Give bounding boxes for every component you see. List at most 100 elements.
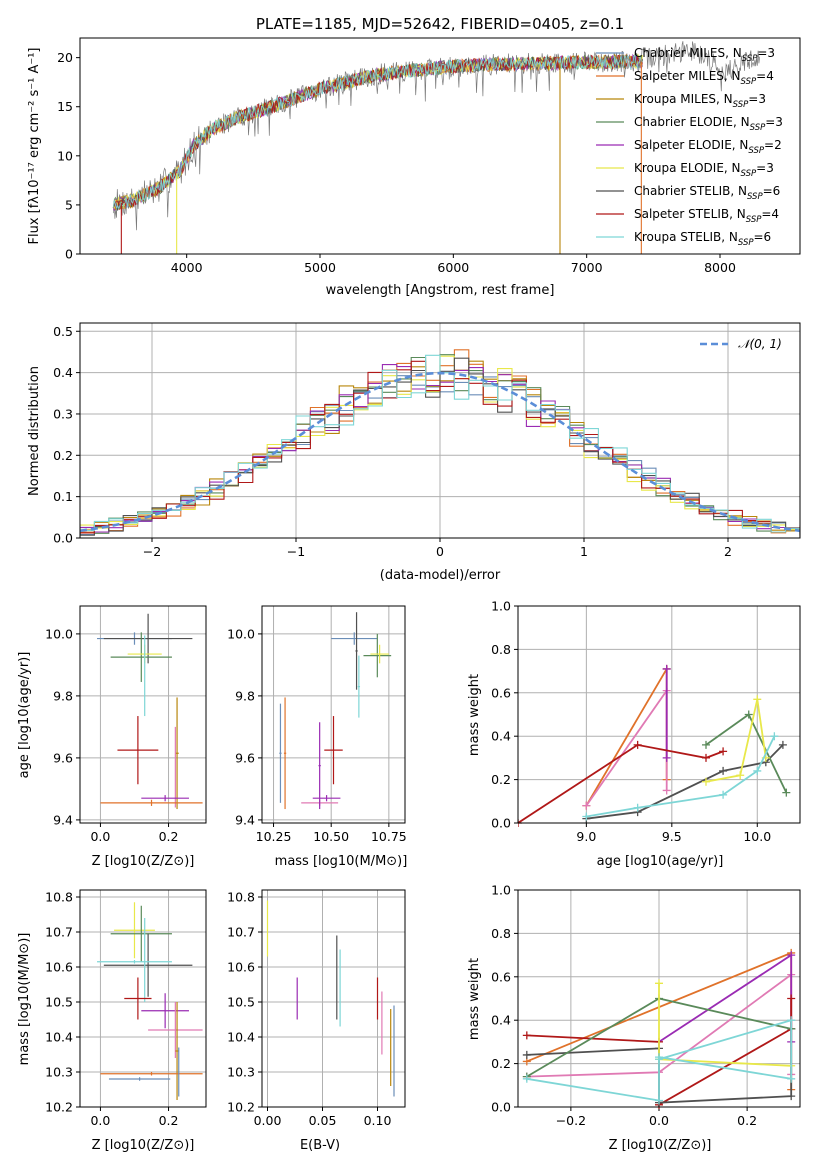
x-tick-label: 0.10 bbox=[364, 1113, 392, 1128]
weight-marker bbox=[753, 766, 762, 775]
weight-line bbox=[705, 699, 767, 783]
histogram-ylabel: Normed distribution bbox=[27, 366, 42, 496]
legend-label-sub: SSP bbox=[738, 238, 754, 248]
legend-label: Salpeter ELODIE, NSSP=2 bbox=[634, 138, 782, 156]
spectrum-ylabel: Flux [fλ10⁻¹⁷ erg cm⁻² s⁻¹ A⁻¹] bbox=[27, 48, 42, 245]
y-tick-label: 0.0 bbox=[491, 1100, 511, 1115]
y-tick-label: 10.8 bbox=[45, 890, 73, 905]
y-tick-label: 10.5 bbox=[227, 995, 255, 1010]
legend-label: Kroupa ELODIE, NSSP=3 bbox=[634, 161, 774, 179]
y-tick-label: 0.4 bbox=[491, 729, 511, 744]
weight-marker bbox=[782, 788, 791, 797]
x-tick-label: 4000 bbox=[171, 260, 203, 275]
y-tick-label: 9.8 bbox=[53, 688, 73, 703]
age-mass-xlabel: mass [log10(M/M⊙)] bbox=[275, 854, 408, 869]
x-tick-label: 0.2 bbox=[159, 829, 179, 844]
errorbar-points bbox=[279, 612, 392, 810]
spectrum-panel: PLATE=1185, MJD=52642, FIBERID=0405, z=0… bbox=[27, 15, 801, 298]
x-tick-label: 10.75 bbox=[371, 829, 407, 844]
weight-marker bbox=[787, 1016, 796, 1025]
mass-z-xlabel: Z [log10(Z/Z⊙)] bbox=[92, 1138, 195, 1153]
mass-weight-vs-age-panel: mass weight age [log10(age/yr)] 9.0 9.5 10… bbox=[467, 599, 801, 869]
x-tick-label: 0 bbox=[436, 544, 444, 559]
y-tick-label: 15 bbox=[57, 99, 73, 114]
mass-weight-vs-metallicity-panel: mass weight Z [log10(Z/Z⊙)] −0.2 0.0 0.2 0.… bbox=[467, 883, 801, 1153]
y-tick-label: 1.0 bbox=[491, 599, 511, 614]
y-tick-label: 0.2 bbox=[491, 1056, 511, 1071]
histogram-xlabel: (data-model)/error bbox=[380, 568, 501, 583]
legend-label: 𝒩(0, 1) bbox=[738, 337, 782, 351]
weight-marker bbox=[719, 790, 728, 799]
weight-lines bbox=[518, 664, 791, 827]
x-tick-label: 10.0 bbox=[743, 829, 771, 844]
weight-marker bbox=[522, 1031, 531, 1040]
legend-label-main: Kroupa MILES, N bbox=[634, 92, 733, 106]
y-tick-label: 0.8 bbox=[491, 642, 511, 657]
legend-label: Chabrier ELODIE, NSSP=3 bbox=[634, 115, 783, 133]
y-tick-label: 0.0 bbox=[491, 816, 511, 831]
legend-label-count: =3 bbox=[756, 161, 774, 175]
legend-label-count: =2 bbox=[764, 138, 782, 152]
y-tick-label: 0.4 bbox=[53, 365, 73, 380]
legend-label-sub: SSP bbox=[748, 146, 764, 156]
spectrum-lines bbox=[112, 41, 761, 254]
residual-histogram-panel: (data-model)/error Normed distribution −… bbox=[27, 322, 801, 583]
axes-frame bbox=[79, 37, 801, 255]
age-vs-mass-panel: mass [log10(M/M⊙)] 10.25 10.50 10.75 9.4 9.6… bbox=[227, 605, 408, 869]
legend-label-sub: SSP bbox=[741, 169, 757, 179]
x-tick-label: 0.2 bbox=[159, 1113, 179, 1128]
legend-label-sub: SSP bbox=[747, 192, 763, 202]
weight-marker bbox=[778, 740, 787, 749]
legend-label: Chabrier MILES, NSSP=3 bbox=[634, 46, 775, 64]
age-vs-metallicity-panel: age [log10(age/yr)] Z [log10(Z/Z⊙)] 0.0 0… bbox=[17, 605, 207, 869]
y-tick-label: 9.6 bbox=[235, 750, 255, 765]
legend-label-count: =4 bbox=[761, 207, 779, 221]
y-tick-label: 10.2 bbox=[227, 1100, 255, 1115]
y-tick-label: 10.3 bbox=[45, 1065, 73, 1080]
x-tick-label: 1 bbox=[580, 544, 588, 559]
weight-marker bbox=[522, 1050, 531, 1059]
weight-marker bbox=[787, 1074, 796, 1083]
weight-marker bbox=[787, 1092, 796, 1101]
y-tick-label: 10.4 bbox=[227, 1030, 255, 1045]
weight-marker bbox=[522, 1074, 531, 1083]
x-tick-label: 10.50 bbox=[313, 829, 349, 844]
legend-label-main: Chabrier ELODIE, N bbox=[634, 115, 750, 129]
weight-marker bbox=[633, 803, 642, 812]
legend-label-sub: SSP bbox=[733, 100, 749, 110]
y-tick-label: 9.4 bbox=[53, 812, 73, 827]
x-tick-label: −0.2 bbox=[556, 1113, 586, 1128]
legend-label-count: =3 bbox=[748, 92, 766, 106]
legend-label-count: =6 bbox=[754, 230, 772, 244]
y-tick-label: 10.5 bbox=[45, 995, 73, 1010]
weight-age-ylabel: mass weight bbox=[467, 674, 482, 756]
y-tick-label: 10.3 bbox=[227, 1065, 255, 1080]
weight-marker bbox=[582, 801, 591, 810]
x-tick-label: 0.05 bbox=[309, 1113, 337, 1128]
x-tick-label: 0.2 bbox=[737, 1113, 757, 1128]
weight-marker bbox=[633, 740, 642, 749]
legend-label-sub: SSP bbox=[746, 215, 762, 225]
mass-vs-metallicity-panel: mass [log10(M/M⊙)] Z [log10(Z/Z⊙)] 0.0 0.… bbox=[17, 889, 207, 1153]
histogram-steps bbox=[80, 349, 800, 538]
y-tick-label: 10.0 bbox=[45, 626, 73, 641]
legend-label-main: Salpeter MILES, N bbox=[634, 69, 741, 83]
weight-marker bbox=[719, 766, 728, 775]
weight-marker bbox=[753, 695, 762, 704]
x-tick-label: 7000 bbox=[571, 260, 603, 275]
normal-pdf-curve bbox=[80, 371, 800, 533]
model-spectrum-line bbox=[112, 53, 643, 211]
legend-label-count: =3 bbox=[757, 46, 775, 60]
weight-marker bbox=[662, 664, 671, 673]
model-spectrum-line bbox=[112, 54, 643, 210]
weight-marker bbox=[787, 951, 796, 960]
y-tick-label: 10.6 bbox=[45, 960, 73, 975]
legend-label: Salpeter STELIB, NSSP=4 bbox=[634, 207, 779, 225]
y-tick-label: 9.4 bbox=[235, 812, 255, 827]
axes-frame bbox=[517, 889, 801, 1108]
weight-lines bbox=[522, 948, 796, 1109]
legend-label: Salpeter MILES, NSSP=4 bbox=[634, 69, 774, 87]
weight-age-xlabel: age [log10(age/yr)] bbox=[597, 854, 724, 869]
legend-label: Kroupa MILES, NSSP=3 bbox=[634, 92, 766, 110]
